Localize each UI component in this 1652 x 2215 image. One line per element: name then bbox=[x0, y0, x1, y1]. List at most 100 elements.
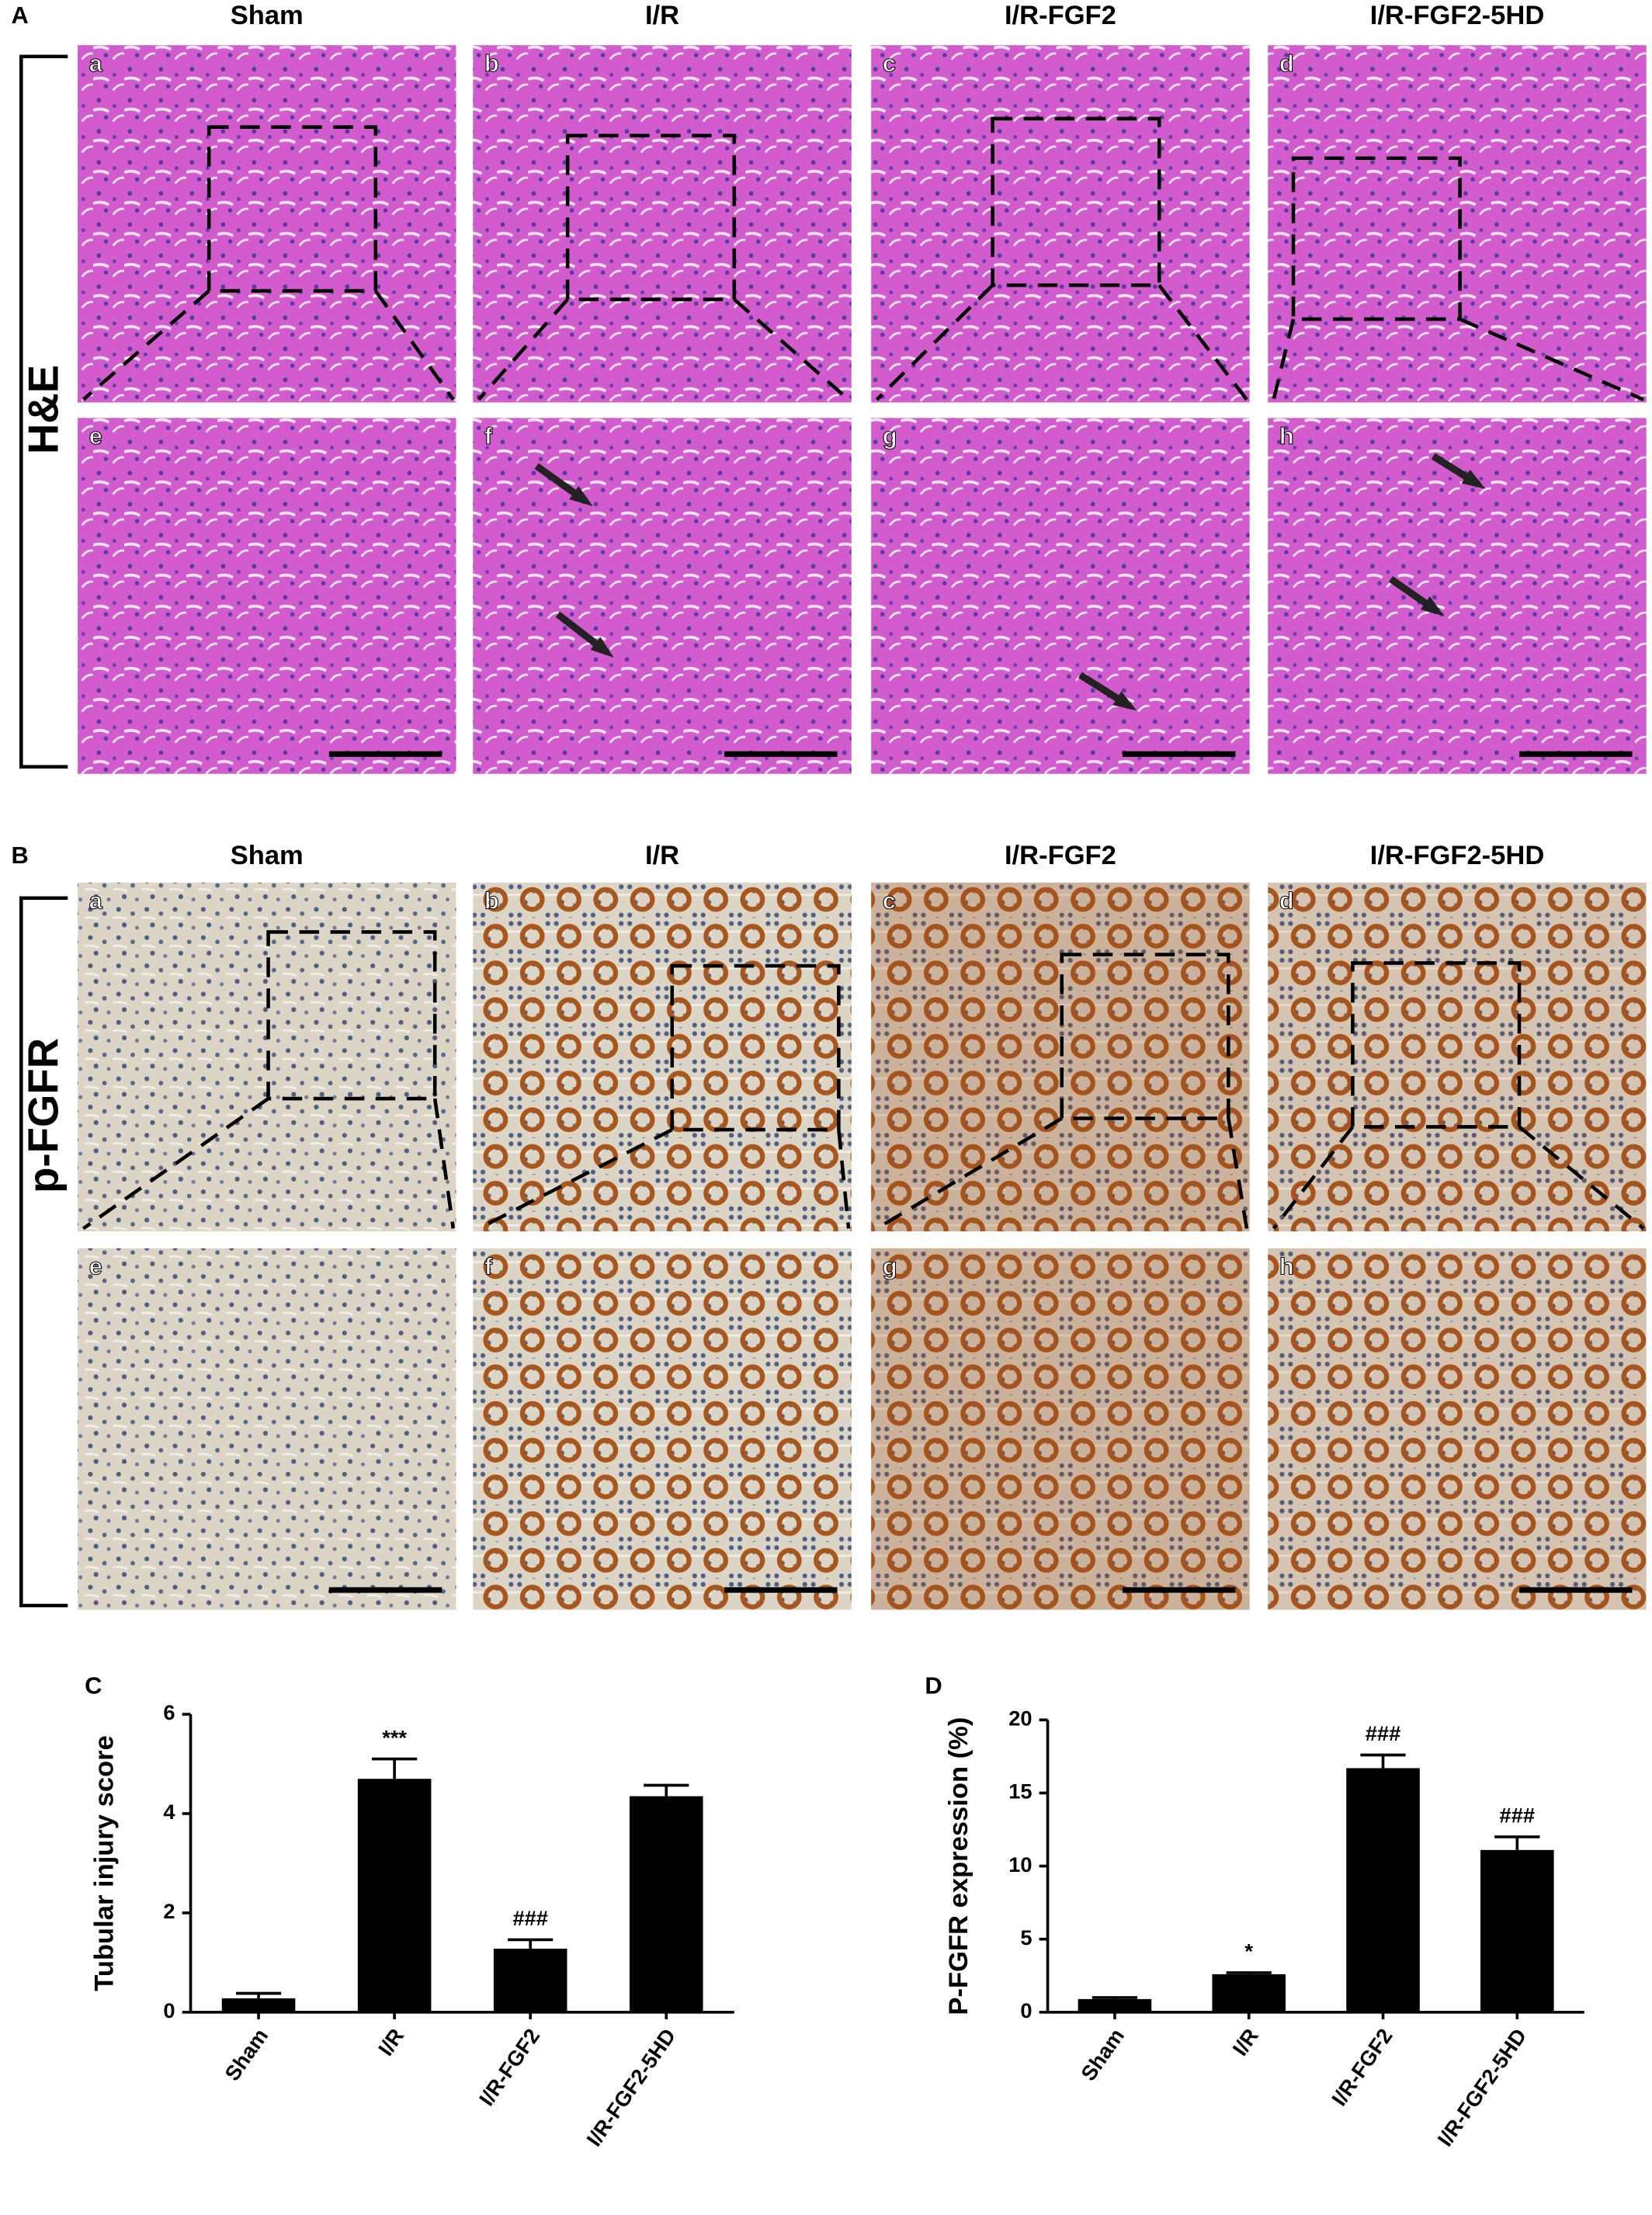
micrograph bbox=[78, 45, 456, 403]
significance-label: ### bbox=[1500, 1804, 1536, 1828]
x-tick-label: I/R bbox=[373, 2024, 409, 2061]
bar bbox=[1078, 1998, 1152, 2012]
zoom-line bbox=[1272, 1125, 1645, 1231]
micrograph-letter: c bbox=[883, 887, 896, 914]
y-tick-label: 0 bbox=[163, 1998, 175, 2022]
zoom-box bbox=[1291, 156, 1462, 321]
micrograph-stain bbox=[1268, 882, 1647, 1232]
zoom-box bbox=[670, 963, 841, 1132]
column-header: I/R-FGF2 bbox=[1005, 841, 1116, 870]
zoom-box bbox=[991, 116, 1161, 287]
x-tick-label: I/R-FGF2-5HD bbox=[1432, 2024, 1531, 2151]
micrograph bbox=[473, 882, 852, 1232]
micrograph-letter: e bbox=[89, 422, 102, 450]
micrograph-stain bbox=[1268, 1248, 1647, 1610]
micrograph-letter: d bbox=[1279, 50, 1294, 77]
bar bbox=[1480, 1849, 1554, 2012]
arrow-head bbox=[1112, 691, 1137, 711]
significance-label: ### bbox=[512, 1906, 548, 1930]
panel-label: B bbox=[12, 842, 29, 869]
arrow-head bbox=[1461, 469, 1486, 489]
column-header: Sham bbox=[231, 1, 304, 30]
micrograph-letter: g bbox=[883, 422, 897, 450]
x-tick-label: I/R-FGF2 bbox=[1327, 2024, 1397, 2110]
panel-label: C bbox=[85, 1672, 102, 1699]
micrograph-stain bbox=[871, 882, 1250, 1232]
column-header: I/R-FGF2-5HD bbox=[1370, 1, 1545, 30]
y-tick-label: 6 bbox=[163, 1700, 175, 1724]
arrow-head bbox=[569, 486, 593, 507]
micrograph-letter: a bbox=[89, 887, 103, 914]
zoom-line bbox=[82, 289, 455, 401]
zoom-line bbox=[82, 1097, 456, 1231]
x-tick-label: I/R bbox=[1227, 2024, 1263, 2061]
micrograph bbox=[1268, 1248, 1647, 1610]
micrograph-letter: a bbox=[89, 50, 103, 77]
y-tick-label: 20 bbox=[1008, 1706, 1032, 1731]
y-tick-label: 2 bbox=[163, 1899, 175, 1923]
column-header: Sham bbox=[231, 841, 304, 870]
y-axis-label: P-FGFR expression (%) bbox=[944, 1717, 974, 2015]
micrograph-letter: f bbox=[484, 422, 493, 450]
bar bbox=[357, 1779, 432, 2012]
y-tick-label: 0 bbox=[1020, 1998, 1032, 2022]
y-tick-label: 4 bbox=[163, 1800, 175, 1824]
significance-label: *** bbox=[382, 1725, 407, 1749]
micrograph bbox=[1268, 45, 1647, 403]
column-header: I/R bbox=[645, 841, 679, 870]
arrow-head bbox=[1420, 596, 1445, 616]
zoom-box bbox=[1060, 953, 1230, 1120]
significance-label: * bbox=[1244, 1939, 1253, 1963]
micrograph bbox=[1268, 882, 1647, 1232]
micrograph bbox=[78, 418, 456, 774]
panel-label: A bbox=[12, 2, 29, 29]
micrograph-stain bbox=[871, 1248, 1250, 1610]
zoom-line bbox=[876, 1116, 1249, 1231]
micrograph bbox=[473, 45, 852, 403]
x-tick-label: Sham bbox=[1076, 2024, 1129, 2085]
panel-label: D bbox=[925, 1672, 942, 1699]
y-tick-label: 10 bbox=[1008, 1852, 1032, 1877]
row-brackets bbox=[19, 54, 68, 1608]
micrograph-letter: h bbox=[1279, 1252, 1294, 1279]
zoom-line bbox=[477, 297, 850, 401]
micrograph-letter: e bbox=[89, 1252, 102, 1279]
zoom-line bbox=[1272, 317, 1645, 401]
y-axis-label: Tubular injury score bbox=[90, 1735, 120, 1991]
zoom-box bbox=[206, 125, 378, 293]
row-label: H&E bbox=[19, 365, 67, 454]
bar bbox=[1212, 1974, 1286, 2012]
y-tick-label: 15 bbox=[1008, 1779, 1032, 1804]
micrograph bbox=[871, 882, 1250, 1232]
column-header: I/R bbox=[645, 1, 679, 30]
zoom-box bbox=[565, 134, 737, 301]
micrograph-letter: b bbox=[484, 50, 499, 77]
column-header: I/R-FGF2-5HD bbox=[1370, 841, 1545, 870]
micrograph bbox=[871, 1248, 1250, 1610]
zoom-line bbox=[477, 1128, 851, 1231]
micrograph bbox=[473, 418, 852, 774]
micrograph bbox=[1268, 418, 1647, 774]
micrograph-letter: c bbox=[883, 50, 896, 77]
micrograph-letter: d bbox=[1279, 887, 1294, 914]
micrograph bbox=[871, 418, 1250, 774]
micrograph-letter: f bbox=[484, 1252, 493, 1279]
bar bbox=[1346, 1768, 1420, 2012]
micrograph-letter: b bbox=[484, 887, 499, 914]
x-tick-label: I/R-FGF2-5HD bbox=[581, 2024, 680, 2151]
micrograph bbox=[473, 1248, 852, 1610]
micrograph bbox=[871, 45, 1250, 403]
zoom-box bbox=[1351, 961, 1522, 1129]
row-label: p-FGFR bbox=[19, 1038, 67, 1193]
y-tick-label: 5 bbox=[1020, 1925, 1032, 1949]
bar bbox=[493, 1948, 567, 2012]
micrograph-letter: h bbox=[1279, 422, 1294, 450]
bar bbox=[221, 1998, 296, 2012]
arrow-head bbox=[590, 637, 614, 658]
x-tick-label: I/R-FGF2 bbox=[474, 2024, 545, 2110]
column-header: I/R-FGF2 bbox=[1005, 1, 1116, 30]
zoom-line bbox=[875, 283, 1248, 401]
bar bbox=[629, 1796, 703, 2012]
micrograph-letter: g bbox=[883, 1252, 897, 1279]
